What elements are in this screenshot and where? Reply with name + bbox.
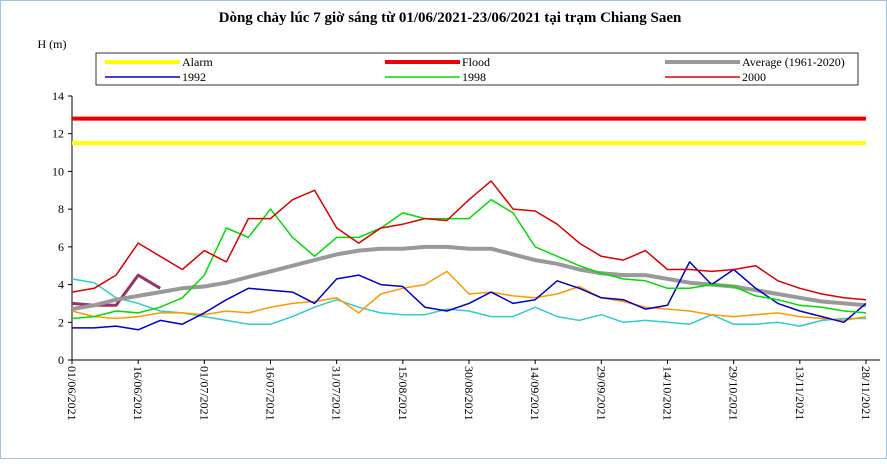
legend-box <box>95 52 859 86</box>
x-tick-label: 31/07/2021 <box>330 366 344 421</box>
x-tick-label: 14/09/2021 <box>528 366 542 421</box>
y-tick-label: 8 <box>58 202 64 216</box>
x-tick-label: 01/06/2021 <box>65 366 79 421</box>
y-tick-label: 10 <box>52 164 64 178</box>
x-tick-label: 16/06/2021 <box>131 366 145 421</box>
x-tick-label: 16/07/2021 <box>264 366 278 421</box>
x-tick-label: 30/08/2021 <box>462 366 476 421</box>
x-tick-label: 14/10/2021 <box>661 366 675 421</box>
x-tick-label: 29/09/2021 <box>594 366 608 421</box>
series-line <box>71 270 867 322</box>
x-tick-label: 29/10/2021 <box>727 366 741 421</box>
y-tick-label: 12 <box>52 127 64 141</box>
series-line <box>71 278 866 327</box>
series-line <box>71 198 867 320</box>
y-tick-label: 0 <box>58 353 64 367</box>
series-line <box>71 180 867 301</box>
y-tick-label: 4 <box>58 278 64 292</box>
x-tick-label: 01/07/2021 <box>197 366 211 421</box>
legend-label: Average (1961-2020) <box>742 55 845 69</box>
x-tick-label: 13/11/2021 <box>793 366 807 420</box>
legend-label: 1998 <box>462 70 486 84</box>
y-tick-label: 6 <box>58 240 64 254</box>
legend-label: Alarm <box>182 55 213 69</box>
chart-title: Dòng chảy lúc 7 giờ sáng từ 01/06/2021-2… <box>219 10 682 26</box>
y-axis-title: H (m) <box>38 37 67 51</box>
legend-label: Flood <box>462 55 490 69</box>
legend-label: 2000 <box>742 70 766 84</box>
y-tick-label: 14 <box>52 89 64 103</box>
x-tick-label: 28/11/2021 <box>859 366 873 420</box>
legend-label: 1992 <box>182 70 206 84</box>
y-tick-label: 2 <box>58 315 64 329</box>
x-tick-label: 15/08/2021 <box>396 366 410 421</box>
